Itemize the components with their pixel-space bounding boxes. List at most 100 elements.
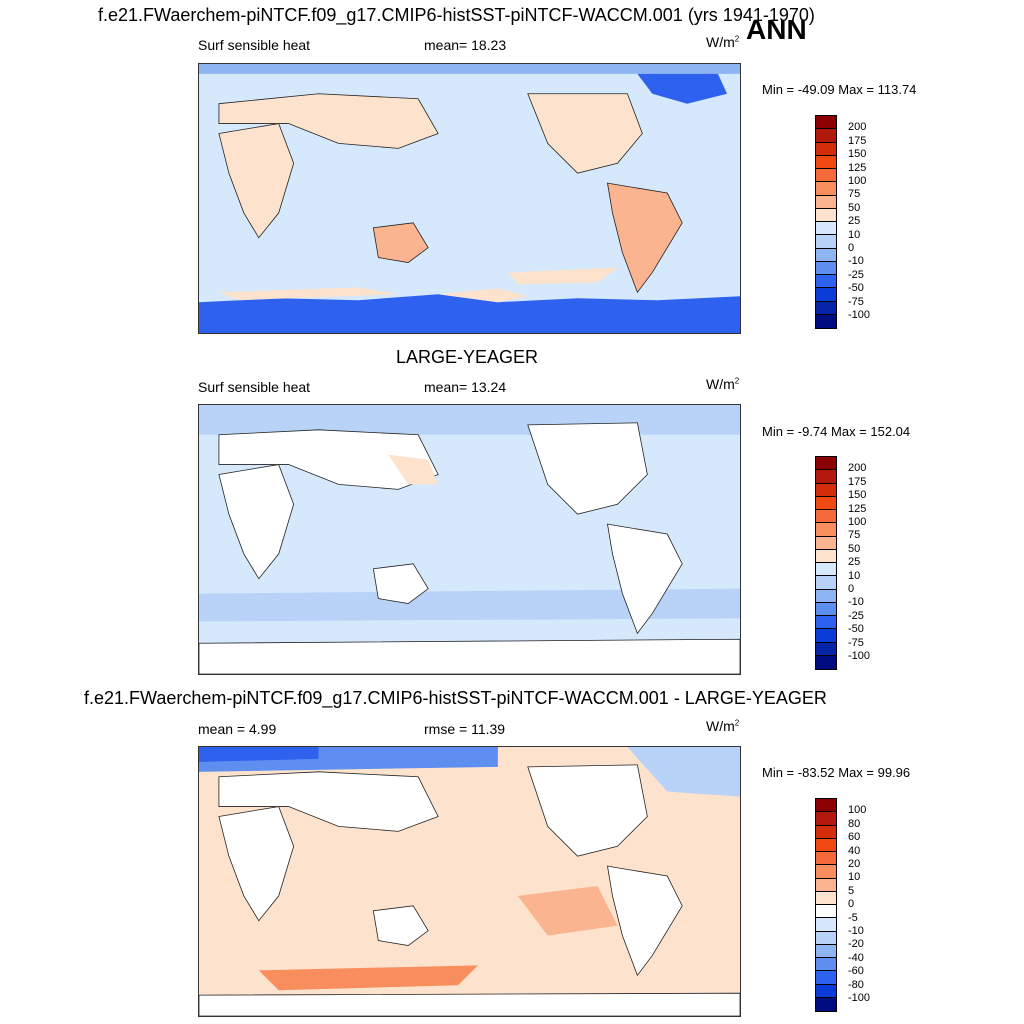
season-label: ANN	[746, 14, 807, 45]
colorbar-swatch	[816, 629, 836, 643]
colorbar-tick-label: -100	[848, 992, 871, 1004]
colorbar-swatch	[816, 931, 836, 945]
colorbar-tick-label: -10	[848, 925, 864, 937]
colorbar-tick-label: -10	[848, 255, 864, 268]
panel-top-mean: mean= 18.23	[424, 37, 507, 53]
colorbar-swatch	[816, 642, 836, 656]
colorbar-tick-label: 0	[848, 242, 855, 254]
colorbar-swatch	[816, 182, 836, 196]
panel-diff-map	[198, 746, 741, 1017]
colorbar-tick-label: -50	[848, 623, 864, 636]
colorbar-swatch	[816, 116, 836, 130]
colorbar-tick-label: 60	[848, 831, 861, 844]
panel-mid-units: W/m2	[706, 376, 740, 392]
colorbar-swatch	[816, 496, 836, 510]
colorbar-tick-label: -100	[848, 650, 871, 662]
colorbar-swatch	[816, 208, 836, 222]
colorbar-tick-label: -5	[848, 911, 858, 924]
colorbar-swatch	[816, 235, 836, 249]
colorbar-tick-label: 25	[848, 215, 861, 228]
colorbar-tick-label: 100	[848, 516, 867, 528]
colorbar-swatch	[816, 169, 836, 183]
colorbar-swatch	[816, 510, 836, 524]
colorbar-swatch	[816, 129, 836, 143]
colorbar-tick-label: 40	[848, 844, 861, 857]
colorbar-tick-label: -100	[848, 309, 871, 321]
colorbar-swatch	[816, 549, 836, 563]
panel-diff-rmse: rmse = 11.39	[424, 721, 506, 737]
colorbar-swatch	[816, 944, 836, 958]
colorbar-swatch	[816, 195, 836, 209]
colorbar-swatch	[816, 602, 836, 616]
panel-mid-title: LARGE-YEAGER	[396, 347, 539, 367]
colorbar-tick-label: 5	[848, 884, 855, 897]
colorbar-tick-label: -75	[848, 636, 864, 649]
colorbar-tick-label: 125	[848, 161, 867, 174]
panel-diff-colorbar	[815, 798, 837, 1012]
colorbar-swatch	[816, 878, 836, 892]
colorbar-tick-label: -80	[848, 978, 864, 991]
colorbar-swatch	[816, 616, 836, 630]
colorbar-swatch	[816, 142, 836, 156]
panel-top-map	[198, 63, 741, 334]
colorbar-tick-label: 50	[848, 542, 861, 555]
colorbar-swatch	[816, 655, 836, 669]
colorbar-tick-label: 125	[848, 502, 867, 515]
colorbar-swatch	[816, 288, 836, 302]
colorbar-swatch	[816, 838, 836, 852]
panel-top-minmax: Min = -49.09 Max = 113.74	[762, 82, 917, 97]
colorbar-swatch	[816, 852, 836, 866]
colorbar-tick-label: 0	[848, 583, 855, 595]
colorbar-tick-label: 150	[848, 148, 867, 161]
colorbar-swatch	[816, 301, 836, 315]
colorbar-swatch	[816, 905, 836, 919]
colorbar-tick-label: -10	[848, 596, 864, 609]
colorbar-swatch	[816, 155, 836, 169]
colorbar-swatch	[816, 314, 836, 328]
colorbar-tick-label: -40	[848, 951, 864, 964]
colorbar-swatch	[816, 971, 836, 985]
colorbar-swatch	[816, 483, 836, 497]
colorbar-tick-label: 200	[848, 462, 867, 475]
colorbar-swatch	[816, 222, 836, 236]
colorbar-swatch	[816, 865, 836, 879]
colorbar-swatch	[816, 248, 836, 262]
colorbar-swatch	[816, 997, 836, 1011]
colorbar-swatch	[816, 523, 836, 537]
colorbar-tick-label: -75	[848, 295, 864, 308]
colorbar-tick-label: -20	[848, 938, 864, 951]
colorbar-tick-label: -25	[848, 609, 864, 622]
colorbar-tick-label: 100	[848, 804, 867, 817]
panel-mid-variable: Surf sensible heat	[198, 379, 311, 395]
colorbar-swatch	[816, 470, 836, 484]
colorbar-swatch	[816, 536, 836, 550]
colorbar-tick-label: 0	[848, 898, 855, 911]
colorbar-tick-label: -60	[848, 965, 864, 978]
colorbar-swatch	[816, 799, 836, 813]
panel-top-units: W/m2	[706, 34, 740, 50]
colorbar-tick-label: 175	[848, 475, 867, 488]
colorbar-tick-label: 75	[848, 188, 861, 201]
colorbar-tick-label: 10	[848, 228, 861, 241]
panel-diff-minmax: Min = -83.52 Max = 99.96	[762, 765, 911, 780]
colorbar-swatch	[816, 563, 836, 577]
colorbar-tick-label: 10	[848, 569, 861, 582]
colorbar-swatch	[816, 261, 836, 275]
colorbar-swatch	[816, 825, 836, 839]
colorbar-tick-label: 10	[848, 871, 861, 884]
panel-top-colorbar	[815, 115, 837, 329]
panel-mid-map	[198, 404, 741, 675]
panel-mid-minmax: Min = -9.74 Max = 152.04	[762, 424, 911, 439]
colorbar-tick-label: 50	[848, 201, 861, 214]
colorbar-tick-label: 100	[848, 175, 867, 187]
colorbar-tick-label: 175	[848, 134, 867, 147]
colorbar-swatch	[816, 576, 836, 590]
colorbar-tick-label: -25	[848, 268, 864, 281]
colorbar-swatch	[816, 891, 836, 905]
colorbar-tick-label: 200	[848, 121, 867, 134]
panel-top-title: f.e21.FWaerchem-piNTCF.f09_g17.CMIP6-his…	[98, 5, 815, 25]
panel-top-variable: Surf sensible heat	[198, 37, 311, 53]
panel-mid-colorbar	[815, 456, 837, 670]
colorbar-swatch	[816, 812, 836, 826]
colorbar-swatch	[816, 918, 836, 932]
